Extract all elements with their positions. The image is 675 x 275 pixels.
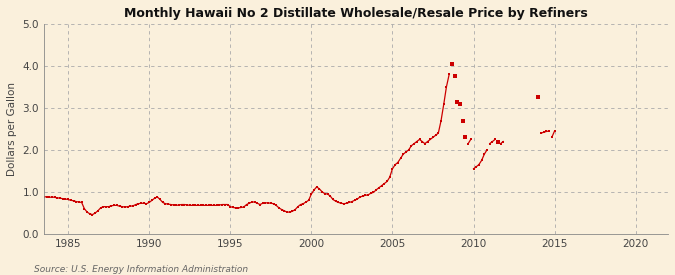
Text: Source: U.S. Energy Information Administration: Source: U.S. Energy Information Administ…: [34, 265, 248, 274]
Title: Monthly Hawaii No 2 Distillate Wholesale/Resale Price by Refiners: Monthly Hawaii No 2 Distillate Wholesale…: [124, 7, 588, 20]
Y-axis label: Dollars per Gallon: Dollars per Gallon: [7, 82, 17, 176]
